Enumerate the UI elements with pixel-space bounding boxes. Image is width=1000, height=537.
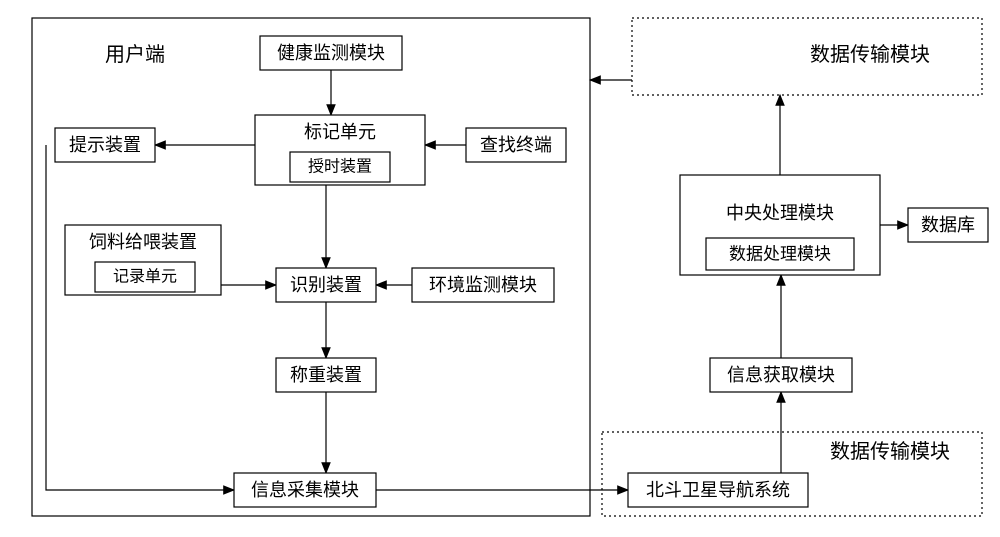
record: 记录单元 [95, 262, 195, 292]
db: 数据库 [908, 208, 988, 242]
svg-text:信息获取模块: 信息获取模块 [727, 365, 835, 385]
svg-text:提示装置: 提示装置 [69, 135, 141, 155]
svg-text:授时装置: 授时装置 [308, 158, 372, 176]
weigh: 称重装置 [276, 358, 376, 392]
beidou: 北斗卫星导航系统 [628, 473, 808, 507]
client-label: 用户端 [105, 43, 165, 66]
svg-text:饲料给喂装置: 饲料给喂装置 [89, 232, 197, 252]
dpm: 数据处理模块 [706, 238, 854, 270]
info-get: 信息获取模块 [710, 358, 852, 392]
svg-text:称重装置: 称重装置 [290, 365, 362, 385]
find: 查找终端 [466, 128, 566, 162]
svg-text:中央处理模块: 中央处理模块 [726, 203, 834, 223]
recog: 识别装置 [276, 268, 376, 302]
health: 健康监测模块 [260, 36, 402, 70]
svg-text:北斗卫星导航系统: 北斗卫星导航系统 [646, 480, 790, 500]
svg-text:环境监测模块: 环境监测模块 [429, 275, 537, 295]
svg-text:记录单元: 记录单元 [113, 268, 177, 286]
dtm-top-label: 数据传输模块 [810, 43, 930, 66]
svg-text:数据库: 数据库 [921, 215, 975, 235]
collect: 信息采集模块 [234, 473, 376, 507]
svg-text:数据处理模块: 数据处理模块 [729, 245, 831, 264]
env: 环境监测模块 [412, 268, 554, 302]
e-prompt-collect [46, 145, 234, 490]
prompt: 提示装置 [55, 128, 155, 162]
time-dev: 授时装置 [290, 152, 390, 182]
svg-text:标记单元: 标记单元 [304, 122, 376, 142]
svg-text:健康监测模块: 健康监测模块 [277, 43, 385, 63]
svg-text:识别装置: 识别装置 [290, 275, 362, 295]
svg-text:信息采集模块: 信息采集模块 [251, 480, 359, 500]
dtm-bottom-label: 数据传输模块 [830, 440, 950, 463]
svg-text:查找终端: 查找终端 [480, 135, 552, 155]
